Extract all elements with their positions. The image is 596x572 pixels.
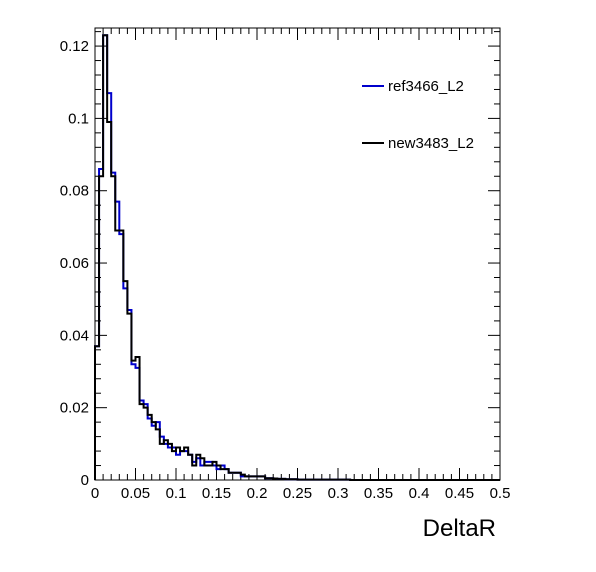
x-tick-label: 0.4 [409, 485, 430, 502]
series-layer [94, 34, 500, 481]
x-tick-label: 0.05 [121, 485, 150, 502]
x-axis-title: DeltaR [423, 515, 496, 542]
x-tick-label: 0.25 [283, 485, 312, 502]
y-tick-label: 0.1 [68, 110, 89, 127]
y-tick-label: 0.06 [60, 255, 89, 272]
legend: ref3466_L2 new3483_L2 [362, 78, 474, 152]
y-tick-label: 0 [81, 472, 89, 489]
y-tick-label: 0.08 [60, 183, 89, 200]
y-tick-label: 0.12 [60, 38, 89, 55]
x-tick-label: 0.15 [202, 485, 231, 502]
x-tick-label: 0 [91, 485, 99, 502]
x-tick-label: 0.2 [247, 485, 268, 502]
legend-label-new: new3483_L2 [388, 135, 474, 152]
x-tick-label: 0.5 [490, 485, 511, 502]
x-axis: 0 0.05 0.1 0.15 0.2 0.25 0.3 0.35 0.4 0.45 0.5 [91, 28, 511, 502]
y-axis: 0 0.02 0.04 0.06 0.08 0.1 0.12 [60, 31, 500, 489]
x-tick-label: 0.1 [166, 485, 187, 502]
series-line-new3483-l2 [94, 34, 500, 481]
series-line-ref3466-l2 [94, 34, 500, 481]
x-tick-label: 0.45 [445, 485, 474, 502]
y-tick-label: 0.02 [60, 400, 89, 417]
y-tick-label: 0.04 [60, 327, 89, 344]
x-tick-label: 0.3 [328, 485, 349, 502]
legend-label-ref: ref3466_L2 [388, 78, 464, 95]
x-tick-label: 0.35 [364, 485, 393, 502]
plot-frame [94, 27, 501, 481]
